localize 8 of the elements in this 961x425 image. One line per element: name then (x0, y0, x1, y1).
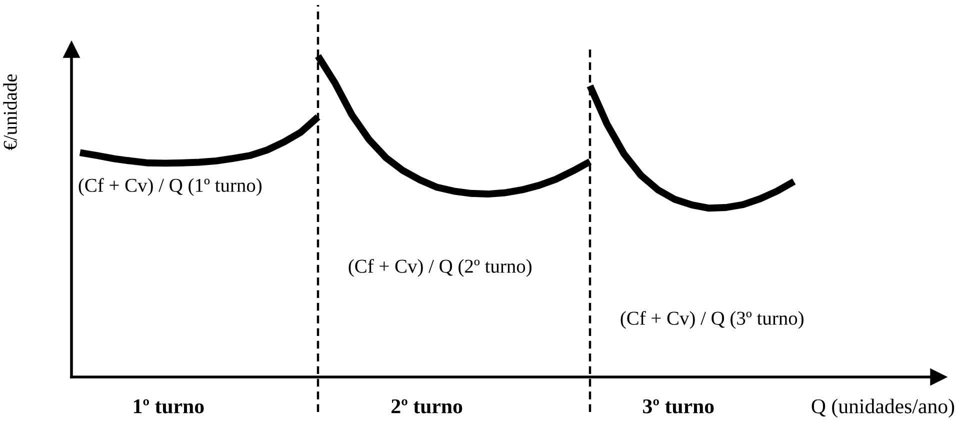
text: 3º turno (643, 399, 714, 414)
x-axis-title: Q (unidades/ano) (812, 398, 954, 418)
annotation: (Cf + Cv) / Q (1º turno) (78, 178, 262, 196)
annotation: (Cf + Cv) / Q (3º turno) (620, 310, 804, 329)
text: 1º turno (134, 399, 204, 414)
y-axis-title: €/unidade (3, 74, 17, 150)
annotation: (Cf + Cv) / Q (2º turno) (348, 258, 532, 277)
text: 2º turno (392, 399, 462, 414)
